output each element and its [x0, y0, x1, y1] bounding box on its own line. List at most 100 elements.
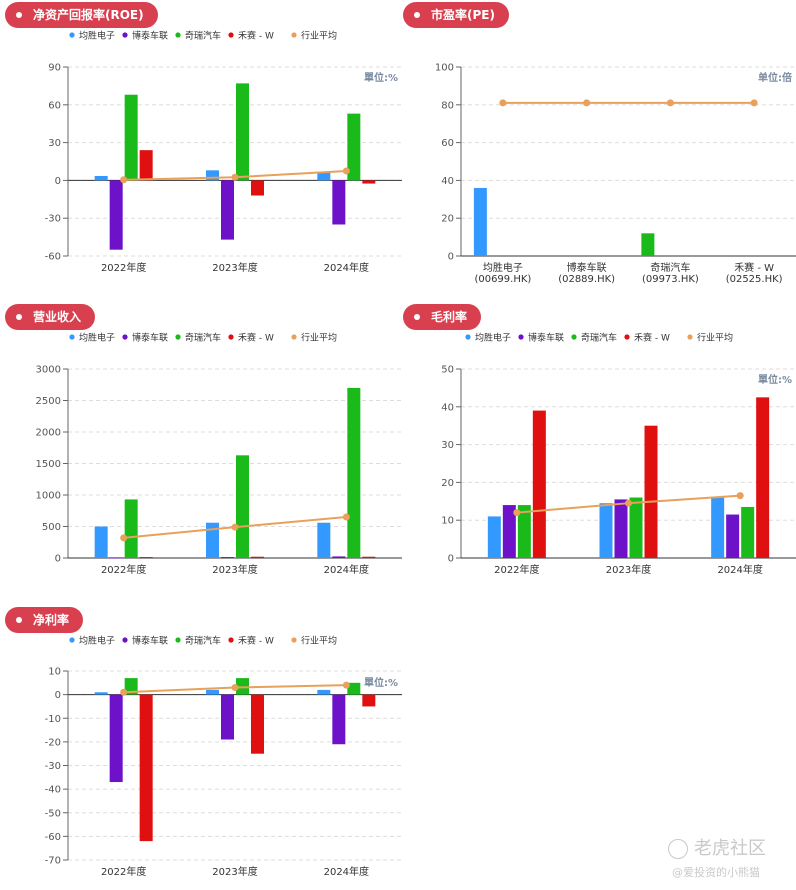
y-tick-label: -70	[45, 856, 61, 867]
bar	[641, 233, 655, 256]
bar	[139, 694, 153, 842]
x-category-label: (09973.HK)	[642, 274, 699, 285]
x-category-label: 2022年度	[101, 865, 146, 878]
bar	[332, 694, 346, 745]
x-category-label: (02889.HK)	[558, 274, 615, 285]
x-category-label: 2024年度	[717, 563, 762, 576]
pe-title: 市盈率(PE)	[431, 8, 495, 22]
legend-item-label: 行业平均	[301, 332, 337, 344]
bar	[726, 514, 740, 558]
legend-item-label: 奇瑞汽车	[185, 332, 221, 344]
legend-marker-icon	[228, 637, 234, 643]
average-point	[342, 167, 350, 175]
bar	[473, 187, 487, 256]
y-tick-label: 0	[55, 690, 61, 701]
legend-item-label: 博泰车联	[132, 30, 168, 42]
legend-marker-icon	[465, 334, 471, 340]
bar	[94, 175, 108, 181]
y-tick-label: 0	[448, 252, 454, 263]
y-tick-label: 60	[441, 138, 454, 149]
average-point	[231, 173, 239, 181]
y-tick-label: -50	[45, 808, 61, 819]
unit-label: 單位:%	[364, 676, 398, 689]
bar	[251, 556, 264, 558]
bar	[362, 556, 376, 558]
bar	[251, 180, 264, 196]
bar	[124, 499, 138, 558]
gross-margin-title-pill: 毛利率	[403, 304, 482, 330]
x-category-label: 2022年度	[101, 563, 146, 576]
legend-item-label: 禾赛 - W	[238, 332, 274, 344]
gross-margin-title: 毛利率	[431, 310, 468, 324]
legend-item-label: 均胜电子	[79, 635, 115, 647]
legend-marker-icon	[228, 334, 234, 340]
legend-item-label: 行业平均	[697, 332, 733, 344]
y-tick-label: 50	[441, 365, 454, 376]
bar	[206, 170, 219, 181]
bar	[94, 692, 108, 695]
y-tick-label: 30	[48, 138, 61, 149]
y-tick-label: 10	[441, 516, 454, 527]
y-tick-label: -10	[45, 714, 61, 725]
y-tick-label: 0	[55, 554, 61, 565]
roe-title-pill: 净资产回报率(ROE)	[5, 2, 158, 28]
bar	[741, 506, 755, 558]
bar	[347, 387, 361, 558]
bar	[317, 172, 331, 181]
unit-label: 单位:倍	[758, 71, 792, 84]
y-tick-label: 1000	[36, 491, 61, 502]
average-point	[583, 99, 591, 107]
bar	[124, 94, 138, 181]
x-category-label: 均胜电子	[483, 261, 523, 274]
legend-item-label: 均胜电子	[475, 332, 511, 344]
legend-item-label: 博泰车联	[528, 332, 564, 344]
x-category-label: 博泰车联	[567, 261, 607, 274]
y-tick-label: 100	[435, 63, 454, 74]
legend-marker-icon	[175, 637, 181, 643]
x-category-label: 2023年度	[606, 563, 651, 576]
y-tick-label: 1500	[36, 459, 61, 470]
bar	[362, 694, 376, 707]
x-category-label: 2023年度	[212, 563, 257, 576]
average-point	[231, 684, 239, 692]
legend-item-label: 博泰车联	[132, 332, 168, 344]
average-point	[120, 176, 128, 184]
y-tick-label: 10	[48, 667, 61, 678]
x-category-label: 禾赛 - W	[734, 261, 774, 274]
legend-marker-icon	[122, 32, 128, 38]
y-tick-label: 20	[441, 478, 454, 489]
bar	[756, 397, 770, 558]
pill-dot-icon	[414, 314, 420, 320]
legend-marker-icon	[175, 32, 181, 38]
legend-item-label: 奇瑞汽车	[185, 30, 221, 42]
legend-marker-icon	[518, 334, 524, 340]
legend-marker-icon	[69, 637, 75, 643]
pill-dot-icon	[16, 617, 22, 623]
revenue-title: 营业收入	[33, 310, 82, 324]
net-margin-title: 净利率	[33, 613, 70, 627]
average-point	[120, 534, 128, 542]
pill-dot-icon	[16, 314, 22, 320]
watermark-brand-text: 老虎社区	[694, 838, 766, 859]
x-category-label: 2022年度	[494, 563, 539, 576]
average-point	[342, 681, 350, 689]
bar	[236, 83, 249, 181]
bar	[614, 499, 628, 558]
legend-marker-icon	[571, 334, 577, 340]
y-tick-label: -60	[45, 832, 61, 843]
y-tick-label: 2500	[36, 396, 61, 407]
legend-marker-icon	[122, 637, 128, 643]
legend-marker-icon	[175, 334, 181, 340]
bar	[124, 678, 138, 695]
bar	[347, 113, 361, 181]
average-point	[513, 509, 521, 517]
legend-item-label: 博泰车联	[132, 635, 168, 647]
bar	[206, 522, 219, 558]
y-tick-label: 90	[48, 63, 61, 74]
bar	[317, 522, 331, 558]
legend-marker-icon	[69, 334, 75, 340]
legend-item-label: 禾赛 - W	[238, 635, 274, 647]
bar	[317, 689, 331, 695]
unit-label: 單位:%	[758, 373, 792, 386]
y-tick-label: -30	[45, 214, 61, 225]
